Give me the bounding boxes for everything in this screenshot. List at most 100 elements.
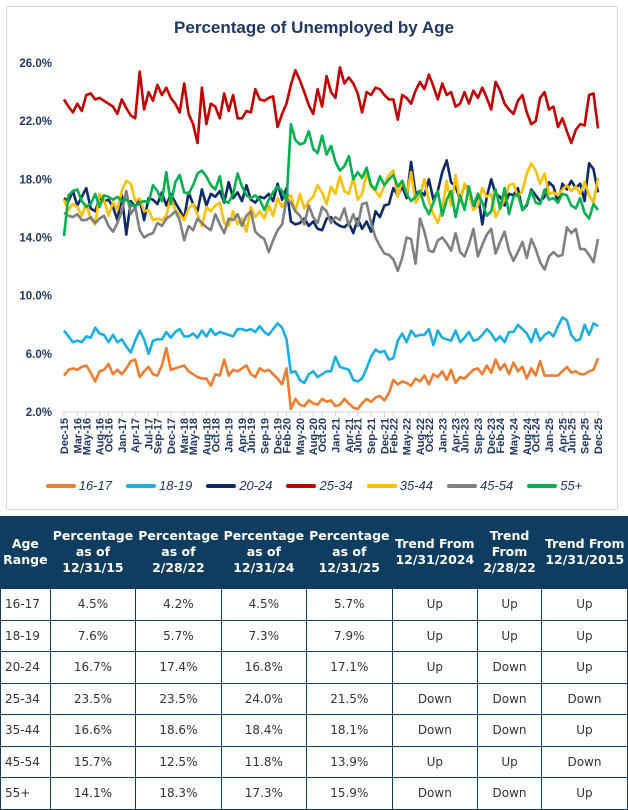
x-tick-label: Aug-16	[95, 418, 107, 455]
table-cell: Up	[391, 588, 479, 621]
column-header: Trend From 12/31/2024	[391, 516, 478, 589]
table-row: 18-19 7.6% 5.7% 7.3% 7.9% Up Up Up	[0, 619, 628, 652]
legend-swatch	[286, 483, 317, 488]
y-tick-label: 18.0%	[19, 174, 52, 186]
x-tick-label: Feb-20	[282, 418, 294, 453]
x-tick-label: Feb-22	[388, 418, 400, 453]
y-tick-label: 10.0%	[19, 291, 52, 303]
table-cell: 24.0%	[220, 682, 308, 715]
table-cell: Down	[391, 777, 479, 810]
x-tick-label: Aug-18	[201, 418, 213, 455]
x-tick-label: Jun-19	[246, 418, 258, 453]
x-tick-label: Apr-17	[130, 418, 142, 453]
table-cell: 5.7%	[135, 619, 222, 652]
legend-label: 45-54	[479, 478, 514, 493]
table-cell: 5.7%	[306, 588, 393, 621]
table-cell: Up	[477, 745, 542, 778]
x-tick-label: Jan-25	[544, 418, 556, 453]
age-range-cell: 35-44	[0, 714, 51, 747]
age-range-cell: 16-17	[0, 588, 51, 621]
table-cell: Up	[540, 651, 628, 684]
legend-swatch	[527, 483, 558, 488]
x-tick-label: Mar-16	[72, 418, 84, 453]
table-cell: Up	[540, 619, 628, 652]
table-cell: 4.2%	[135, 588, 222, 621]
table-cell: Down	[540, 745, 628, 778]
legend-item-18-19: 18-19	[125, 478, 193, 493]
x-tick-label: Jan-17	[117, 418, 129, 453]
age-range-cell: 45-54	[0, 745, 51, 778]
table-cell: 4.5%	[49, 588, 137, 621]
x-tick-label: Mar-18	[179, 418, 191, 453]
x-tick-label: Jan-21	[330, 418, 342, 453]
x-tick-label: Apr-25	[557, 418, 569, 453]
table-header-row: Age Range Percentage as of 12/31/15 Percen…	[0, 516, 628, 589]
table-cell: Down	[540, 682, 628, 715]
x-tick-label: Aug-20	[308, 418, 320, 455]
age-range-cell: 55+	[0, 777, 51, 810]
table-cell: 7.3%	[220, 619, 308, 652]
column-header: Percentage as of 12/31/24	[220, 516, 307, 589]
x-tick-label: Dec-15	[59, 418, 71, 454]
legend-item-20-24: 20-24	[206, 478, 272, 493]
x-tick-label: Dec-25	[593, 418, 605, 454]
legend-item-55+: 55+	[527, 478, 582, 493]
x-tick-label: Sep-19	[259, 418, 271, 454]
legend-item-16-17: 16-17	[45, 478, 112, 493]
series-line-20-24	[63, 159, 600, 236]
table-cell: 17.1%	[306, 651, 393, 684]
column-header: Trend From 12/31/2015	[540, 516, 628, 589]
table-cell: Up	[391, 745, 479, 778]
x-tick-label: May-24	[508, 417, 520, 455]
series-line-18-19	[62, 316, 599, 385]
x-tick-label: Apr-21	[344, 418, 356, 453]
table-row: 55+ 14.1% 18.3% 17.3% 15.9% Down Down Up	[0, 777, 628, 810]
x-tick-label: Feb-24	[495, 417, 507, 453]
table-cell: Down	[391, 714, 479, 747]
chart-legend: 16-17 18-19 20-24 25-34 35-44 45-54 55+	[0, 478, 628, 493]
table-cell: Down	[477, 714, 542, 747]
table-cell: 16.8%	[220, 651, 308, 684]
legend-label: 18-19	[158, 478, 193, 493]
table-cell: 23.5%	[135, 682, 222, 715]
table-row: 16-17 4.5% 4.2% 4.5% 5.7% Up Up Up	[0, 588, 628, 621]
y-tick-label: 26.0%	[19, 58, 52, 70]
table-cell: Up	[391, 651, 479, 684]
table-cell: 12.5%	[135, 745, 222, 778]
table-cell: 23.5%	[49, 682, 137, 715]
x-tick-label: Oct-18	[210, 418, 222, 452]
x-tick-label: May-20	[295, 418, 307, 455]
table-cell: 18.4%	[220, 714, 308, 747]
table-cell: 17.3%	[220, 777, 308, 810]
series-line-25-34	[62, 66, 600, 145]
legend-item-25-34: 25-34	[286, 478, 353, 493]
table-cell: 16.6%	[49, 714, 137, 747]
x-tick-label: Sep-25	[580, 418, 592, 454]
table-cell: Up	[540, 777, 628, 810]
x-tick-label: Dec-19	[273, 418, 285, 454]
table-row: 35-44 16.6% 18.6% 18.4% 18.1% Down Down Up	[0, 714, 628, 747]
table-row: 20-24 16.7% 17.4% 16.8% 17.1% Up Down Up	[0, 651, 628, 684]
series-line-35-44	[62, 162, 600, 233]
x-tick-label: Jan-23	[437, 418, 449, 453]
y-tick-label: 22.0%	[19, 116, 52, 128]
series-line-45-54	[63, 189, 600, 273]
column-header: Age Range	[0, 516, 51, 589]
table-cell: Down	[477, 651, 542, 684]
legend-label: 16-17	[78, 478, 112, 493]
table-cell: 7.9%	[306, 619, 393, 652]
table-row: 45-54 15.7% 12.5% 11.8% 13.9% Up Up Down	[0, 745, 628, 778]
table-cell: Down	[477, 777, 542, 810]
table-cell: 17.4%	[135, 651, 222, 684]
legend-swatch	[446, 483, 477, 488]
table-row: 25-34 23.5% 23.5% 24.0% 21.5% Down Down Down	[0, 682, 628, 715]
legend-swatch	[206, 483, 237, 488]
legend-swatch	[45, 483, 76, 488]
table-cell: 7.6%	[49, 619, 137, 652]
legend-swatch	[366, 483, 397, 488]
legend-label: 25-34	[319, 478, 353, 493]
column-header: Percentage as of 12/31/15	[49, 516, 136, 589]
legend-item-45-54: 45-54	[446, 478, 514, 493]
legend-label: 35-44	[399, 478, 433, 493]
y-tick-label: 14.0%	[19, 233, 52, 245]
